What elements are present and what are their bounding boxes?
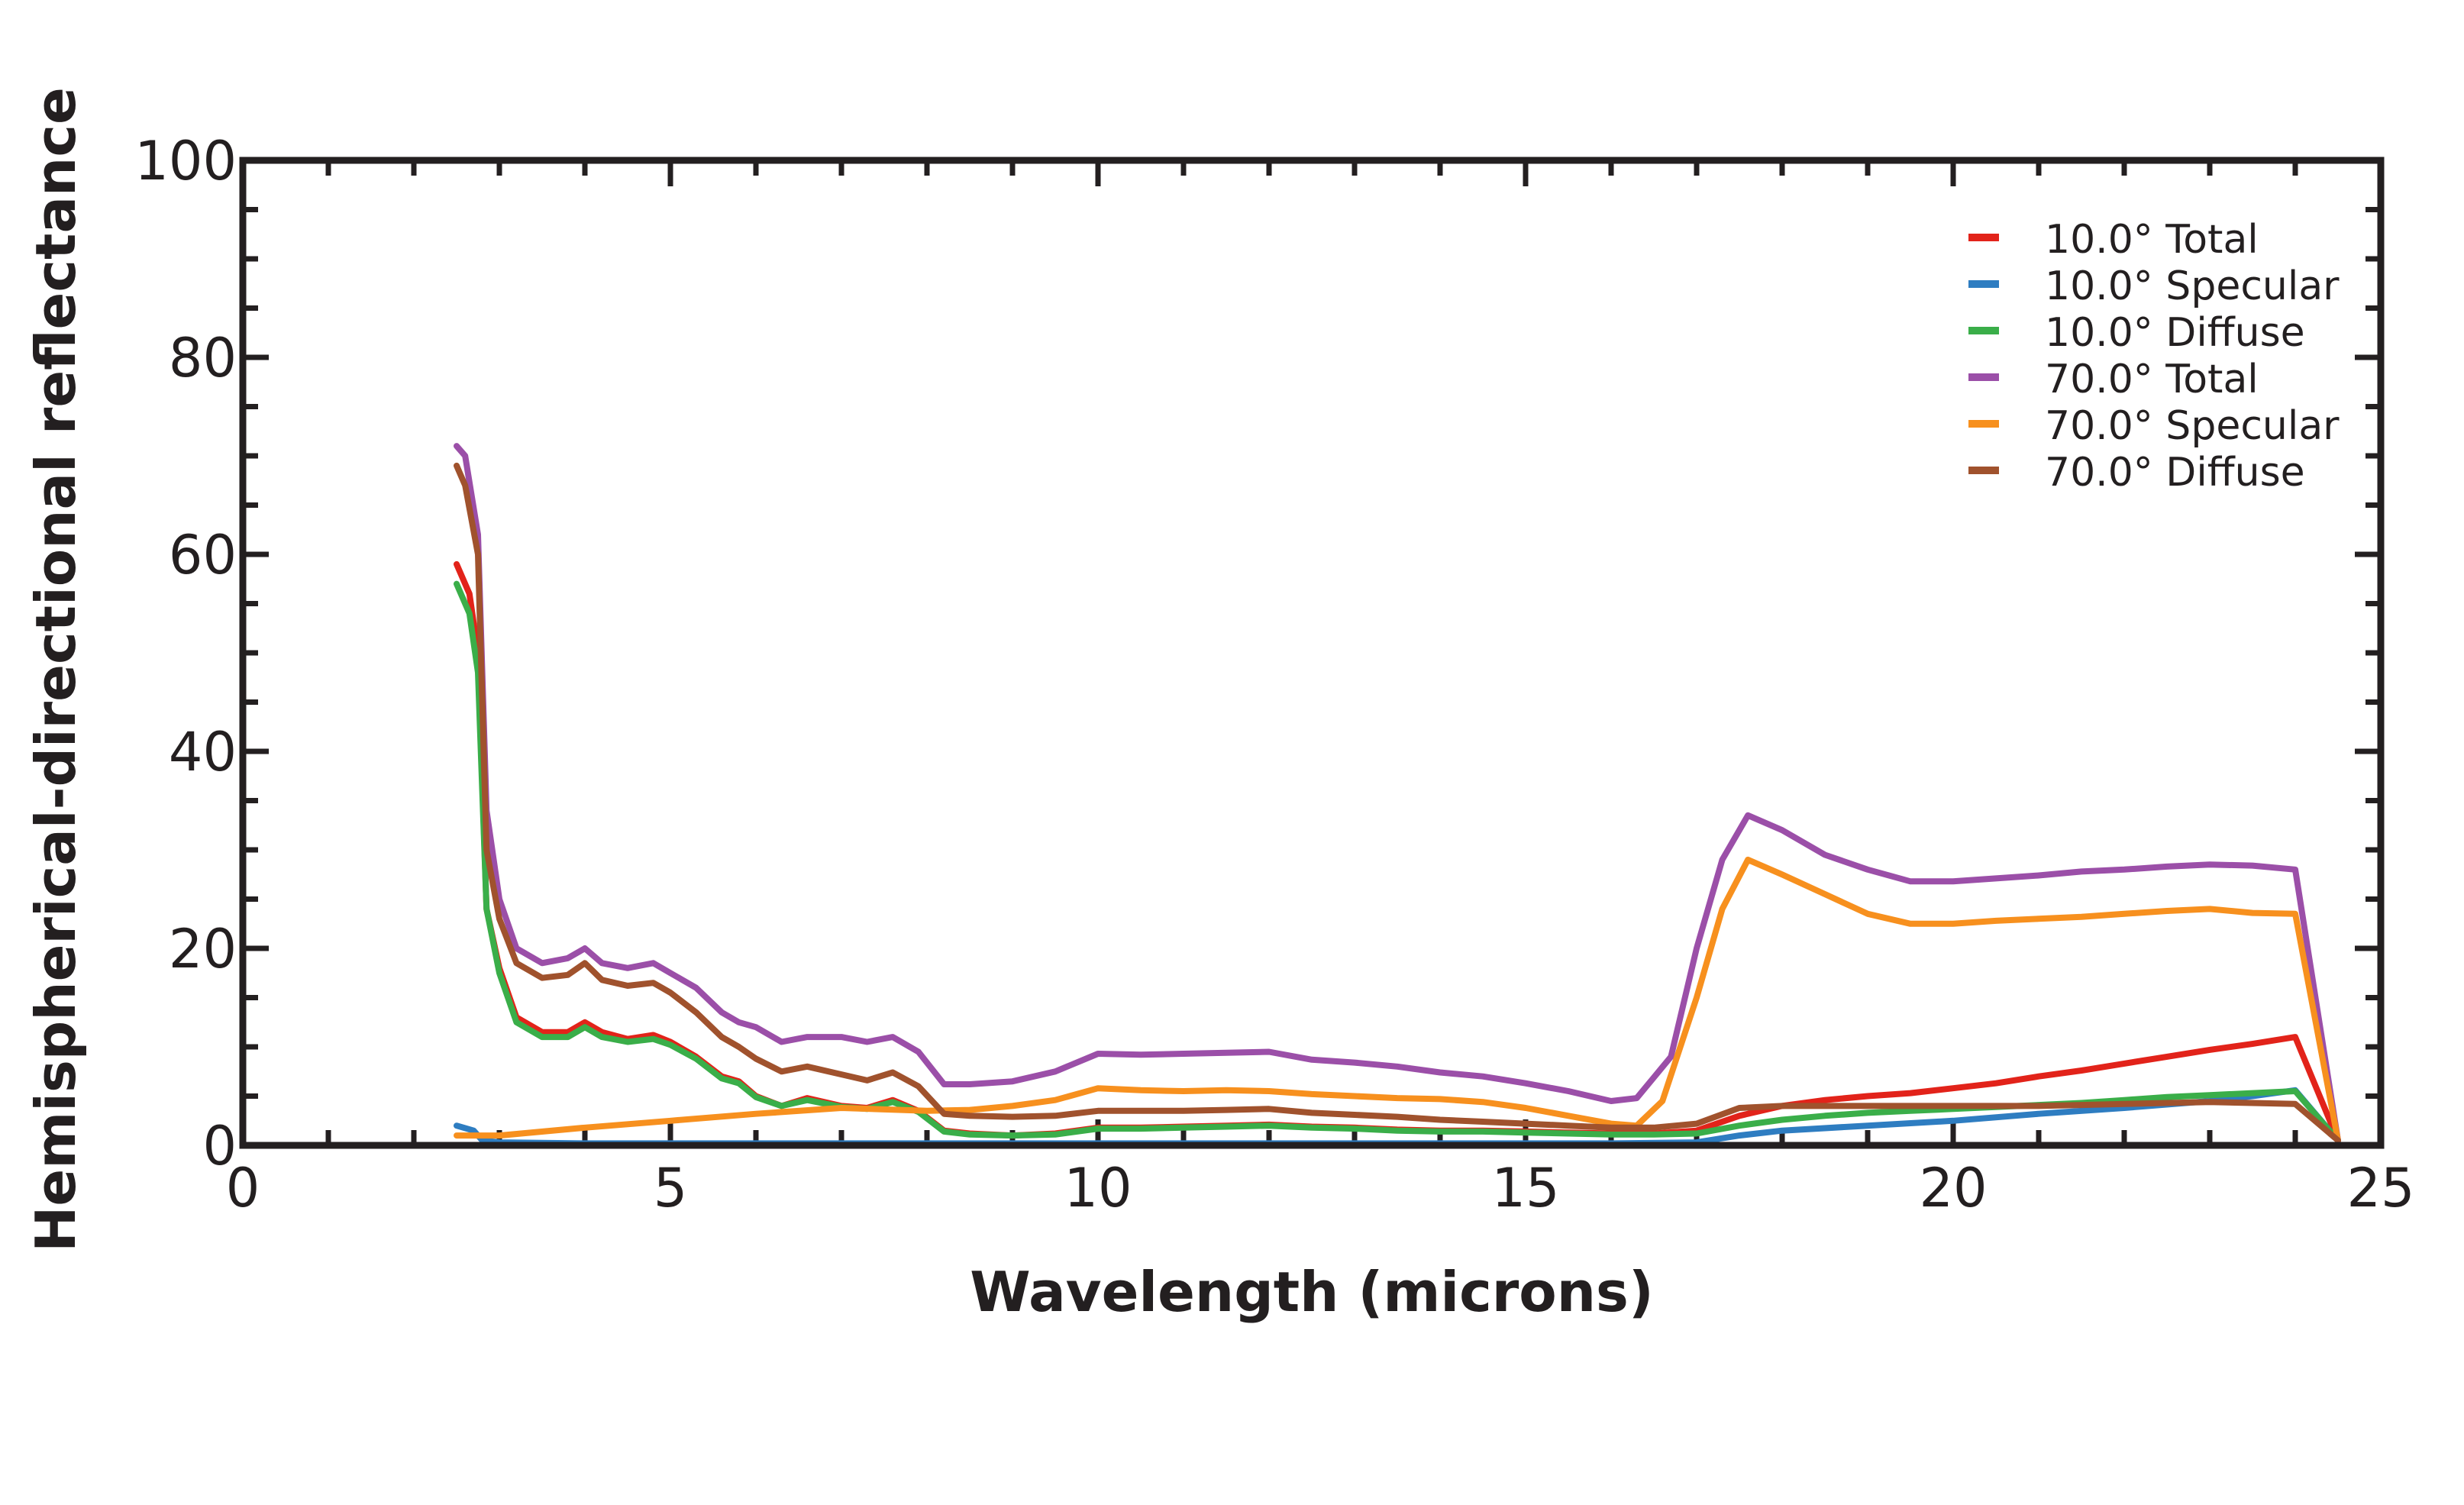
y-tick-label: 60 bbox=[169, 524, 237, 586]
y-tick-label: 0 bbox=[202, 1115, 237, 1177]
series-line-3 bbox=[454, 580, 2341, 1144]
x-tick-label: 25 bbox=[2346, 1157, 2414, 1219]
legend-label: 70.0° Diffuse bbox=[2045, 450, 2305, 496]
legend-label: 70.0° Specular bbox=[2045, 403, 2340, 449]
plot-frame bbox=[239, 157, 2385, 1149]
x-tick-label: 10 bbox=[1064, 1157, 1132, 1219]
x-tick-label: 0 bbox=[226, 1157, 260, 1219]
y-axis-title: Hemispherical-directional reflectance bbox=[24, 87, 88, 1252]
y-tick-label: 40 bbox=[169, 721, 237, 783]
y-tick-labels: 0 20 40 60 80 100 bbox=[134, 130, 237, 1177]
legend-label: 10.0° Diffuse bbox=[2045, 310, 2305, 356]
y-tick-label: 20 bbox=[169, 918, 237, 980]
series-line-5 bbox=[454, 856, 2341, 1144]
legend-label: 10.0° Specular bbox=[2045, 263, 2340, 309]
legend-label: 10.0° Total bbox=[2045, 217, 2259, 263]
x-tick-label: 20 bbox=[1919, 1157, 1987, 1219]
y-tick-label: 80 bbox=[169, 327, 237, 389]
x-tick-label: 15 bbox=[1491, 1157, 1559, 1219]
legend-label: 70.0° Total bbox=[2045, 357, 2259, 402]
x-tick-labels: 0 5 10 15 20 25 bbox=[226, 1157, 2415, 1219]
series-line-6 bbox=[454, 462, 2341, 1144]
series-line-4 bbox=[454, 443, 2341, 1144]
x-axis-title: Wavelength (microns) bbox=[970, 1260, 1654, 1324]
y-tick-label: 100 bbox=[134, 130, 237, 192]
x-tick-label: 5 bbox=[654, 1157, 688, 1219]
